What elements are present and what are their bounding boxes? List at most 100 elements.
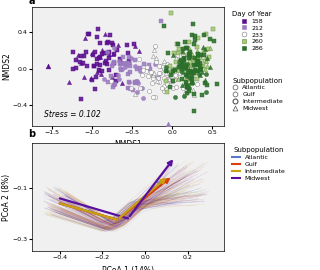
Point xyxy=(189,68,194,73)
Point xyxy=(170,53,175,58)
Point xyxy=(166,77,171,81)
Point xyxy=(103,59,108,63)
Point xyxy=(92,50,98,55)
Point xyxy=(188,52,193,56)
Point xyxy=(190,77,195,81)
Point xyxy=(107,52,112,56)
Point xyxy=(137,57,142,62)
Point xyxy=(175,50,180,55)
Point xyxy=(186,52,191,56)
Point xyxy=(195,57,200,61)
Point xyxy=(131,42,136,46)
Point xyxy=(195,59,200,64)
Point xyxy=(187,39,192,44)
Point xyxy=(150,54,156,58)
Point xyxy=(120,81,125,85)
Point xyxy=(191,68,196,72)
Point xyxy=(194,68,199,72)
Point xyxy=(134,66,140,71)
Point xyxy=(78,59,83,64)
Point xyxy=(194,82,199,87)
Point xyxy=(187,46,192,50)
Point xyxy=(159,64,164,68)
Point xyxy=(125,72,131,76)
Point xyxy=(195,36,200,40)
Point xyxy=(198,53,203,58)
Point xyxy=(125,86,130,90)
Point xyxy=(140,73,145,77)
Point xyxy=(174,60,179,64)
Point xyxy=(110,85,116,89)
Point xyxy=(153,55,158,60)
Point xyxy=(101,51,106,55)
Point xyxy=(79,96,84,101)
Point xyxy=(94,35,99,39)
Point xyxy=(190,80,195,84)
Point xyxy=(188,63,194,68)
Point xyxy=(188,71,194,75)
Point xyxy=(172,67,178,71)
Point xyxy=(171,68,176,73)
Point xyxy=(191,22,196,26)
Point xyxy=(178,62,183,66)
Point xyxy=(186,65,191,70)
Point xyxy=(168,79,173,83)
Point xyxy=(94,57,99,61)
Point xyxy=(153,43,158,48)
Point xyxy=(150,73,155,77)
Point xyxy=(172,68,177,72)
Point xyxy=(189,80,194,85)
Point xyxy=(187,63,192,68)
Point xyxy=(187,56,192,60)
Point xyxy=(126,55,131,59)
Point xyxy=(147,67,152,71)
Point xyxy=(181,83,186,87)
Point xyxy=(90,78,95,82)
Point xyxy=(173,73,178,77)
Text: a: a xyxy=(28,0,35,6)
Point xyxy=(184,45,189,50)
Point xyxy=(135,81,140,85)
Point xyxy=(201,45,206,49)
Point xyxy=(123,65,128,70)
Point xyxy=(202,33,207,37)
Point xyxy=(121,61,126,66)
Point xyxy=(192,38,197,42)
Point xyxy=(192,71,197,76)
Point xyxy=(183,80,188,85)
Point xyxy=(112,59,117,64)
Point xyxy=(143,69,148,74)
Point xyxy=(118,68,123,72)
Point xyxy=(164,69,169,73)
Point xyxy=(164,65,169,70)
Point xyxy=(176,65,181,69)
Point xyxy=(165,62,170,66)
Point xyxy=(198,68,203,72)
Point xyxy=(137,66,142,70)
Point xyxy=(101,77,107,81)
Point xyxy=(122,62,127,66)
Point xyxy=(175,77,180,82)
Point xyxy=(184,91,189,96)
Point xyxy=(205,63,210,68)
Point xyxy=(158,19,164,23)
Point xyxy=(210,27,215,31)
Point xyxy=(116,43,121,48)
Point xyxy=(203,66,208,71)
Point xyxy=(202,81,207,85)
Point xyxy=(180,56,186,61)
Point xyxy=(75,53,80,57)
Point xyxy=(185,85,190,89)
Point xyxy=(175,68,180,73)
Point xyxy=(105,41,110,45)
Point xyxy=(170,74,175,79)
Point xyxy=(126,60,132,65)
Point xyxy=(195,45,200,49)
Point xyxy=(129,86,134,90)
Point xyxy=(104,51,109,56)
Point xyxy=(187,69,192,73)
Legend: Atlantic, Gulf, Intermediate, Midwest: Atlantic, Gulf, Intermediate, Midwest xyxy=(231,76,284,112)
Point xyxy=(117,66,122,70)
Point xyxy=(98,55,103,59)
Point xyxy=(185,52,190,56)
